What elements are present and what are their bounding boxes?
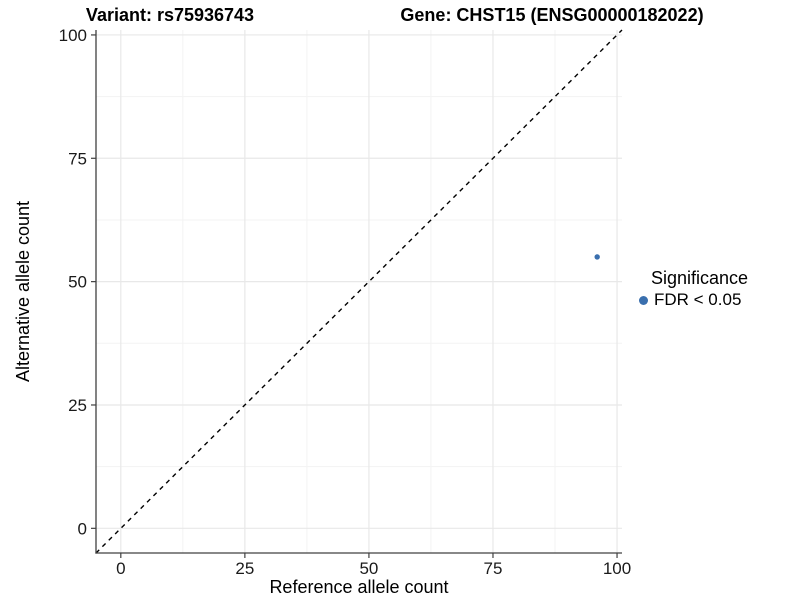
y-tick-label: 100: [59, 26, 87, 45]
x-tick-label: 0: [116, 559, 125, 578]
legend-item-label: FDR < 0.05: [654, 290, 742, 309]
x-tick-label: 50: [359, 559, 378, 578]
y-tick-label: 0: [78, 519, 87, 538]
x-tick-label: 75: [484, 559, 503, 578]
y-axis-label: Alternative allele count: [13, 200, 34, 382]
x-tick-label: 100: [603, 559, 631, 578]
x-axis-label: Reference allele count: [269, 577, 449, 597]
x-tick-label: 25: [235, 559, 254, 578]
y-tick-label: 50: [68, 273, 87, 292]
variant-title: Variant: rs75936743: [85, 5, 255, 25]
data-point: [594, 254, 600, 260]
legend-title: Significance: [651, 268, 749, 288]
gene-title: Gene: CHST15 (ENSG00000182022): [400, 5, 704, 25]
identity-line: [95, 29, 623, 554]
y-axis-title-column: Alternative allele count: [0, 0, 48, 582]
y-tick-label: 75: [68, 149, 87, 168]
legend-key-dot: [639, 295, 648, 305]
legend-item: FDR < 0.05: [634, 290, 748, 310]
legend: Significance FDR < 0.05: [634, 268, 748, 310]
y-tick-label: 25: [68, 396, 87, 415]
